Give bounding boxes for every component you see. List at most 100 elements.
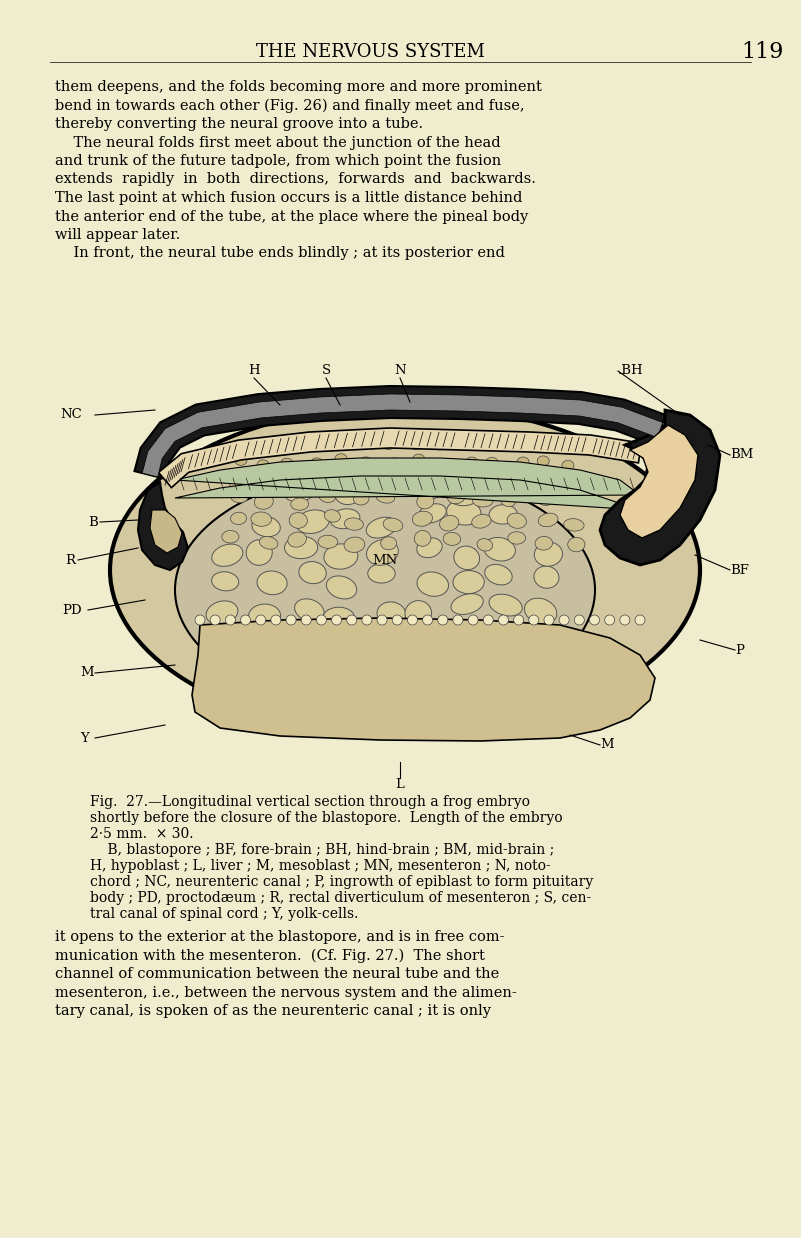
Ellipse shape (438, 477, 450, 487)
Circle shape (453, 615, 463, 625)
Ellipse shape (515, 441, 527, 451)
Ellipse shape (453, 657, 478, 680)
Ellipse shape (388, 458, 400, 468)
Ellipse shape (388, 477, 400, 487)
Polygon shape (135, 386, 666, 479)
Ellipse shape (443, 532, 461, 546)
Ellipse shape (440, 515, 459, 531)
Ellipse shape (407, 660, 437, 685)
Text: H, hypoblast ; L, liver ; M, mesoblast ; MN, mesenteron ; N, noto-: H, hypoblast ; L, liver ; M, mesoblast ;… (90, 859, 551, 873)
Circle shape (392, 615, 402, 625)
Ellipse shape (222, 531, 239, 543)
Text: tral canal of spinal cord ; Y, yolk-cells.: tral canal of spinal cord ; Y, yolk-cell… (90, 907, 358, 921)
Circle shape (468, 615, 478, 625)
Ellipse shape (501, 470, 522, 483)
Ellipse shape (465, 477, 477, 487)
Ellipse shape (284, 619, 316, 645)
Text: tary canal, is spoken of as the neurenteric canal ; it is only: tary canal, is spoken of as the neurente… (55, 1004, 491, 1018)
Text: 2·5 mm.  × 30.: 2·5 mm. × 30. (90, 827, 194, 841)
Text: thereby converting the neural groove into a tube.: thereby converting the neural groove int… (55, 118, 423, 131)
Ellipse shape (335, 454, 347, 464)
Ellipse shape (566, 474, 582, 490)
Ellipse shape (353, 493, 369, 505)
Ellipse shape (448, 491, 465, 504)
Ellipse shape (248, 604, 280, 628)
Ellipse shape (344, 517, 364, 530)
Text: will appear later.: will appear later. (55, 228, 180, 241)
Text: P: P (735, 644, 744, 656)
Ellipse shape (537, 456, 549, 465)
Ellipse shape (447, 500, 481, 525)
Ellipse shape (417, 494, 434, 509)
Ellipse shape (257, 571, 287, 594)
Text: the anterior end of the tube, at the place where the pineal body: the anterior end of the tube, at the pla… (55, 209, 528, 224)
Polygon shape (150, 510, 182, 553)
Ellipse shape (441, 459, 453, 470)
Ellipse shape (362, 479, 374, 489)
Circle shape (423, 615, 433, 625)
Text: Fig.  27.—Longitudinal vertical section through a frog embryo: Fig. 27.—Longitudinal vertical section t… (90, 795, 530, 808)
Text: extends  rapidly  in  both  directions,  forwards  and  backwards.: extends rapidly in both directions, forw… (55, 172, 536, 187)
Ellipse shape (501, 494, 516, 506)
Ellipse shape (534, 542, 562, 566)
Ellipse shape (380, 537, 396, 550)
Text: shortly before the closure of the blastopore.  Length of the embryo: shortly before the closure of the blasto… (90, 811, 562, 825)
Ellipse shape (284, 536, 318, 558)
Ellipse shape (238, 473, 250, 483)
Ellipse shape (360, 457, 372, 467)
Text: MN: MN (372, 553, 397, 567)
Ellipse shape (288, 532, 307, 547)
Polygon shape (620, 425, 698, 539)
Ellipse shape (230, 488, 249, 503)
Ellipse shape (336, 436, 348, 446)
Ellipse shape (255, 494, 273, 509)
Text: munication with the mesenteron.  (Cf. Fig. 27.)  The short: munication with the mesenteron. (Cf. Fig… (55, 948, 485, 963)
Ellipse shape (562, 461, 574, 470)
Circle shape (301, 615, 312, 625)
Text: bend in towards each other (Fig. 26) and finally meet and fuse,: bend in towards each other (Fig. 26) and… (55, 99, 525, 113)
Ellipse shape (367, 540, 398, 566)
Ellipse shape (487, 437, 499, 447)
Ellipse shape (383, 439, 395, 449)
Ellipse shape (560, 475, 572, 485)
Ellipse shape (485, 565, 512, 584)
Ellipse shape (537, 480, 549, 490)
Circle shape (332, 615, 341, 625)
Ellipse shape (517, 457, 529, 467)
Circle shape (408, 615, 417, 625)
Text: .BH: .BH (618, 364, 644, 378)
Ellipse shape (453, 571, 485, 594)
Circle shape (286, 615, 296, 625)
Circle shape (225, 615, 235, 625)
Ellipse shape (411, 474, 444, 499)
Ellipse shape (484, 537, 515, 561)
Ellipse shape (445, 469, 466, 484)
Ellipse shape (337, 665, 364, 685)
Polygon shape (192, 618, 655, 742)
Circle shape (362, 615, 372, 625)
Ellipse shape (256, 659, 282, 678)
Ellipse shape (489, 594, 522, 617)
Text: chord ; NC, neurenteric canal ; P, ingrowth of epiblast to form pituitary: chord ; NC, neurenteric canal ; P, ingro… (90, 875, 594, 889)
Ellipse shape (472, 469, 491, 482)
Text: 119: 119 (741, 41, 783, 63)
Ellipse shape (289, 513, 308, 529)
Ellipse shape (299, 562, 326, 583)
Circle shape (620, 615, 630, 625)
Ellipse shape (473, 494, 493, 508)
Circle shape (256, 615, 266, 625)
Circle shape (271, 615, 281, 625)
Ellipse shape (332, 473, 344, 483)
Circle shape (574, 615, 584, 625)
Ellipse shape (309, 433, 321, 444)
Text: L: L (396, 779, 405, 791)
Ellipse shape (256, 439, 268, 449)
Ellipse shape (533, 468, 553, 483)
Ellipse shape (413, 511, 433, 526)
Ellipse shape (462, 439, 474, 449)
Text: PD: PD (62, 603, 82, 617)
Circle shape (590, 615, 599, 625)
Polygon shape (600, 410, 720, 565)
Circle shape (559, 615, 570, 625)
Circle shape (483, 615, 493, 625)
